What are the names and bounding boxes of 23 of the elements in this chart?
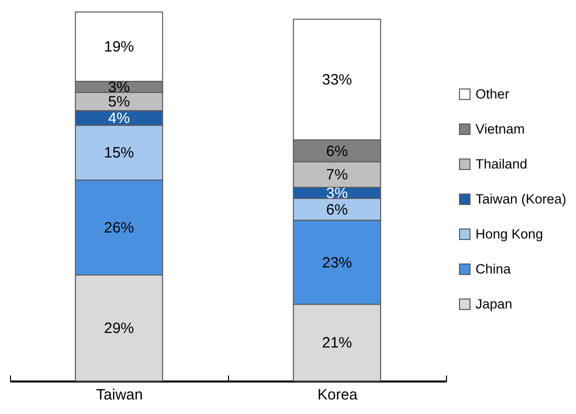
data-label: 19% [104,38,134,56]
data-label: 3% [326,184,348,202]
data-label: 23% [322,254,352,272]
legend-label: Hong Kong [476,226,544,242]
data-label: 4% [108,110,130,127]
x-tick-label: Taiwan [96,386,143,404]
data-label: 3% [108,78,130,96]
data-label: 6% [326,142,348,160]
data-label: 33% [322,72,352,89]
data-label: 6% [326,201,348,218]
data-label: 5% [108,94,130,111]
data-label: 29% [104,320,134,338]
data-label: 7% [326,166,348,184]
x-tick-label: Korea [317,386,358,404]
legend-label: Thailand [476,156,528,172]
legend-label: Japan [476,296,512,312]
data-label: 26% [104,220,134,237]
legend-label: Vietnam [476,121,525,136]
data-label: 15% [104,144,134,162]
legend-label: China [476,261,512,276]
legend-label: Taiwan (Korea) [476,191,566,206]
data-label: 21% [322,334,352,352]
legend-label: Other [476,86,510,102]
